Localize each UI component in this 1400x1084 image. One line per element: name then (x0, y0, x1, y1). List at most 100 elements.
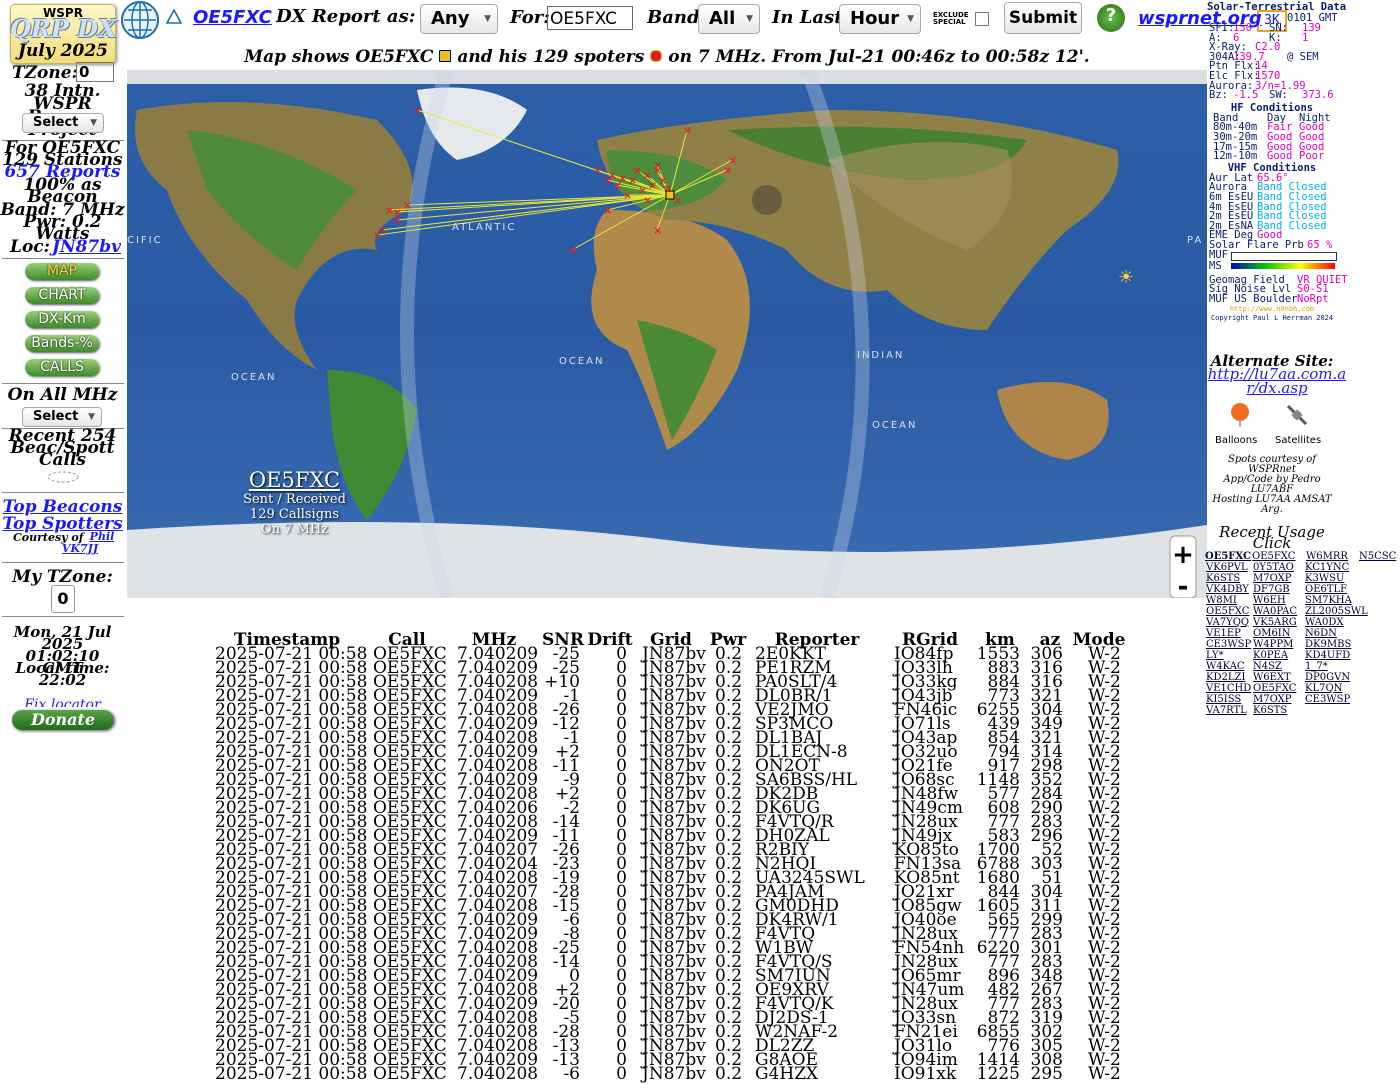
usage-call[interactable]: K0PEA (1253, 650, 1289, 661)
map[interactable]: ☀ × × × × × × × × × × × × × × × × × × × × × × × × × × × × × × ARCTIC O… (127, 70, 1207, 598)
spot-marker[interactable]: × (403, 199, 412, 212)
spot-marker[interactable]: × (385, 204, 394, 217)
spot-marker[interactable]: × (618, 172, 627, 185)
usage-call[interactable]: M7OXP (1253, 694, 1292, 705)
zoom-out[interactable]: - (1177, 572, 1189, 598)
usage-call[interactable]: W8MI (1206, 595, 1237, 606)
nav-button[interactable]: Bands-% (25, 335, 99, 352)
usage-call[interactable]: VK5ARG (1253, 617, 1297, 628)
band-select[interactable]: All ▼ (698, 4, 760, 34)
for-input[interactable]: OE5FXC (547, 6, 633, 30)
tzone-input[interactable]: 0 (76, 62, 114, 82)
spot-marker[interactable]: × (613, 179, 622, 192)
reports-link[interactable]: 657 Reports (4, 162, 121, 182)
usage-call[interactable]: OE5FXC (1253, 683, 1297, 694)
usage-call[interactable]: KC1YNC (1305, 562, 1350, 573)
satellites-label[interactable]: Satellites (1275, 435, 1322, 446)
submit-button[interactable]: Submit (1004, 2, 1082, 34)
usage-call[interactable]: VE1EP (1206, 628, 1241, 639)
satellite-icon[interactable] (1284, 402, 1310, 428)
balloon-icon[interactable] (1228, 402, 1252, 428)
spot-marker[interactable]: × (653, 224, 662, 237)
usage-call[interactable]: K6STS (1206, 573, 1241, 584)
nav-button[interactable]: DX-Km (25, 311, 99, 328)
nav-button[interactable]: MAP (25, 263, 99, 280)
usage-call[interactable]: 0Y5TAO (1253, 562, 1294, 573)
usage-call[interactable]: KD2LZI (1206, 672, 1246, 683)
zoom-in[interactable]: + (1172, 540, 1194, 570)
spot-marker[interactable]: × (673, 194, 682, 207)
spot-marker[interactable]: × (393, 214, 402, 227)
usage-call[interactable]: OE5FXC (1206, 606, 1250, 617)
spot-marker[interactable]: × (648, 179, 657, 192)
nav-button[interactable]: CHART (25, 287, 99, 304)
usage-call[interactable]: VA7RTL (1206, 705, 1247, 716)
spot-marker[interactable]: × (658, 174, 667, 187)
fix-locator-link[interactable]: Fix locator (24, 697, 101, 707)
spot-marker[interactable]: × (603, 174, 612, 187)
globe-icon[interactable] (120, 0, 160, 40)
solar-url[interactable]: http://www.n0nbh.com (1229, 305, 1315, 314)
usage-call[interactable]: LY* (1206, 650, 1224, 661)
usage-call[interactable]: N4SZ (1253, 661, 1282, 672)
usage-call[interactable]: SM7KHA (1305, 595, 1352, 606)
spot-marker[interactable]: × (683, 124, 692, 137)
usage-call[interactable]: OE5FXC (1205, 551, 1251, 562)
usage-call[interactable]: CE3WSP (1206, 639, 1252, 650)
usage-call[interactable]: 1_7* (1305, 661, 1328, 672)
spot-marker[interactable]: × (623, 189, 632, 202)
usage-call[interactable]: W4KAC (1206, 661, 1245, 672)
top-beacons-link[interactable]: Top Beacons (2, 497, 123, 517)
usage-call[interactable]: WA0PAC (1253, 606, 1298, 617)
spot-marker[interactable]: × (593, 164, 602, 177)
as-select[interactable]: Any ▼ (420, 4, 498, 34)
balloons-label[interactable]: Balloons (1215, 435, 1258, 446)
home-marker[interactable] (665, 190, 675, 200)
select-menu[interactable]: Select ▼ (22, 113, 104, 133)
spot-marker[interactable]: × (378, 224, 387, 237)
usage-call[interactable]: W6EH (1253, 595, 1286, 606)
spot-marker[interactable]: × (638, 184, 647, 197)
usage-call[interactable]: ZL2005SWL (1305, 606, 1368, 617)
spot-marker[interactable]: × (653, 159, 662, 172)
last-select[interactable]: Hour ▼ (839, 4, 921, 34)
select-menu[interactable]: Select ▼ (22, 407, 102, 427)
donate-button[interactable]: Donate (12, 710, 114, 730)
usage-call[interactable]: VK6PVL (1206, 562, 1248, 573)
exclude-checkbox[interactable] (975, 12, 989, 26)
zoom-control[interactable] (1169, 535, 1197, 598)
spot-marker[interactable]: × (568, 244, 577, 257)
call-link[interactable]: OE5FXC (193, 7, 272, 28)
usage-call[interactable]: KD4UFD (1305, 650, 1351, 661)
alt-url[interactable]: http://lu7aa.com.ar/dx.asp (1207, 365, 1347, 397)
usage-call[interactable]: N6DN (1305, 628, 1337, 639)
spot-marker[interactable]: × (643, 194, 652, 207)
my-tzone-input[interactable]: 0 (51, 585, 75, 613)
spot-marker[interactable]: × (633, 164, 642, 177)
help-icon[interactable] (1097, 4, 1125, 32)
usage-call[interactable]: M7OXP (1253, 573, 1292, 584)
usage-call[interactable]: OE5FXC (1252, 551, 1296, 562)
nav-button[interactable]: CALLS (25, 359, 99, 376)
spot-marker[interactable]: × (608, 169, 617, 182)
usage-call[interactable]: OM6IN (1253, 628, 1291, 639)
usage-call[interactable]: DP0GVN (1305, 672, 1351, 683)
usage-call[interactable]: KL7QN (1305, 683, 1343, 694)
usage-call[interactable]: VK4DBY (1206, 584, 1249, 595)
spot-marker[interactable]: × (728, 154, 737, 167)
usage-call[interactable]: CE3WSP (1305, 694, 1351, 705)
usage-call[interactable]: DF7GB (1253, 584, 1290, 595)
spot-marker[interactable]: × (723, 164, 732, 177)
usage-call[interactable]: VE1CHD (1206, 683, 1252, 694)
spot-marker[interactable]: × (643, 169, 652, 182)
usage-call[interactable]: N5CSC (1359, 551, 1397, 562)
usage-call[interactable]: W4PPM (1253, 639, 1294, 650)
spot-marker[interactable]: × (413, 104, 422, 117)
spot-marker[interactable]: × (628, 174, 637, 187)
usage-call[interactable]: KI5ISS (1206, 694, 1242, 705)
courtesy-link[interactable]: Phil VK7JJ (61, 530, 115, 555)
usage-call[interactable]: W6MRR (1306, 551, 1348, 562)
spot-marker[interactable]: × (663, 182, 672, 195)
usage-call[interactable]: VA7YQQ (1206, 617, 1250, 628)
usage-call[interactable]: W6EXT (1253, 672, 1291, 683)
